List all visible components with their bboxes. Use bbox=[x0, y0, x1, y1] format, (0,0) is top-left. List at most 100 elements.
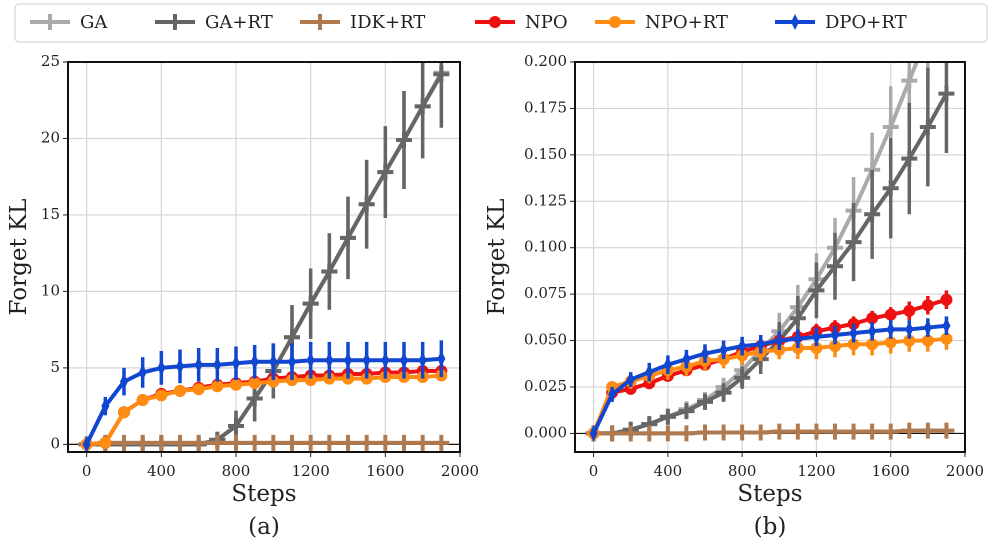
marker bbox=[868, 323, 877, 340]
marker bbox=[829, 340, 841, 353]
marker bbox=[808, 423, 825, 440]
marker bbox=[827, 258, 843, 275]
marker bbox=[901, 422, 918, 439]
y-tick-label: 0.150 bbox=[524, 145, 567, 163]
marker bbox=[847, 338, 860, 351]
marker bbox=[678, 403, 695, 420]
marker bbox=[812, 328, 821, 345]
marker bbox=[715, 424, 732, 441]
marker bbox=[120, 373, 128, 390]
marker bbox=[810, 342, 823, 354]
legend-label: GA+RT bbox=[205, 12, 273, 33]
marker bbox=[246, 434, 263, 451]
marker bbox=[845, 423, 862, 440]
marker bbox=[340, 434, 356, 451]
marker bbox=[921, 299, 934, 312]
y-tick-label: 10 bbox=[41, 281, 60, 299]
marker bbox=[791, 14, 799, 30]
x-tick-label: 800 bbox=[222, 462, 251, 480]
marker bbox=[771, 423, 788, 440]
plot-area bbox=[78, 62, 450, 452]
marker bbox=[489, 16, 501, 28]
marker bbox=[116, 434, 132, 451]
marker bbox=[134, 434, 151, 451]
x-tick-label: 800 bbox=[728, 462, 757, 480]
marker bbox=[775, 332, 784, 349]
plot-area bbox=[585, 62, 955, 442]
marker bbox=[641, 425, 658, 442]
marker bbox=[831, 327, 839, 343]
marker bbox=[321, 263, 338, 280]
marker bbox=[157, 359, 166, 376]
marker bbox=[414, 434, 431, 451]
x-axis-label: Steps bbox=[737, 481, 802, 507]
marker bbox=[789, 310, 806, 327]
marker bbox=[866, 312, 879, 325]
marker bbox=[172, 434, 188, 451]
axes-frame bbox=[574, 61, 966, 453]
marker bbox=[938, 85, 955, 102]
axes-frame bbox=[67, 61, 461, 453]
legend-label: NPO bbox=[525, 12, 568, 33]
x-tick-label: 1200 bbox=[797, 462, 835, 480]
y-tick-label: 0.200 bbox=[524, 52, 567, 70]
caption: (b) bbox=[754, 514, 787, 540]
marker bbox=[194, 356, 203, 373]
marker bbox=[265, 434, 282, 451]
marker bbox=[396, 132, 412, 148]
x-tick-label: 1200 bbox=[292, 462, 330, 480]
marker bbox=[340, 229, 356, 246]
marker bbox=[789, 423, 806, 440]
marker bbox=[663, 356, 672, 373]
marker bbox=[381, 352, 390, 369]
legend-label: NPO+RT bbox=[645, 12, 728, 33]
marker bbox=[211, 380, 224, 393]
x-tick-label: 2000 bbox=[946, 462, 984, 480]
marker bbox=[738, 338, 747, 355]
marker bbox=[604, 425, 621, 442]
marker bbox=[153, 434, 170, 451]
marker bbox=[190, 434, 207, 451]
marker bbox=[659, 425, 676, 442]
marker bbox=[903, 334, 916, 347]
marker bbox=[882, 119, 899, 135]
marker bbox=[167, 14, 183, 30]
y-tick-label: 0.025 bbox=[524, 377, 567, 395]
marker bbox=[42, 14, 58, 30]
x-tick-label: 1600 bbox=[366, 462, 404, 480]
marker bbox=[344, 352, 352, 369]
marker bbox=[101, 398, 110, 415]
marker bbox=[864, 206, 881, 223]
marker bbox=[715, 384, 732, 401]
marker bbox=[228, 418, 244, 434]
marker bbox=[886, 321, 895, 338]
marker bbox=[940, 332, 953, 345]
marker bbox=[400, 352, 408, 369]
marker bbox=[396, 434, 412, 451]
marker bbox=[325, 352, 334, 369]
marker bbox=[136, 394, 149, 406]
marker bbox=[433, 66, 450, 83]
marker bbox=[306, 352, 315, 369]
marker bbox=[99, 436, 112, 449]
marker bbox=[609, 16, 621, 28]
marker bbox=[901, 150, 918, 167]
y-axis-label: Forget KL bbox=[6, 199, 32, 316]
marker bbox=[155, 389, 168, 402]
y-tick-label: 0.125 bbox=[524, 191, 567, 209]
y-tick-label: 15 bbox=[41, 205, 60, 223]
caption: (a) bbox=[248, 514, 280, 540]
marker bbox=[358, 434, 375, 451]
marker bbox=[232, 355, 240, 372]
marker bbox=[622, 425, 639, 442]
y-tick-label: 5 bbox=[50, 358, 60, 376]
marker bbox=[248, 377, 261, 390]
y-tick-label: 0.000 bbox=[524, 423, 567, 441]
x-axis-label: Steps bbox=[231, 481, 296, 507]
marker bbox=[827, 423, 843, 440]
marker bbox=[377, 434, 394, 451]
marker bbox=[302, 434, 319, 451]
y-tick-label: 0.175 bbox=[524, 98, 567, 116]
marker bbox=[246, 390, 263, 407]
